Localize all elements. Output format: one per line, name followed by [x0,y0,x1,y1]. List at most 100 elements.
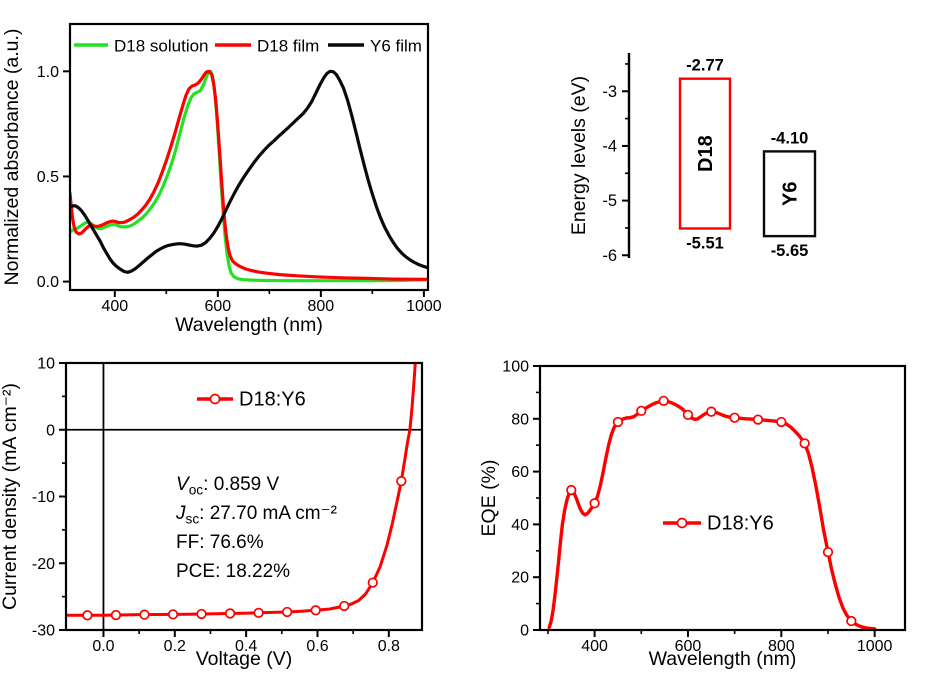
legend-item-d18-film: D18 film [215,37,319,56]
annotation-text: Jsc: 27.70 mA cm⁻² [175,503,337,527]
x-tick-label: 600 [675,638,702,655]
data-point-marker [729,412,740,423]
plot-frame [538,364,907,632]
x-axis-title: Voltage (V) [196,648,292,670]
lumo-value: -2.77 [686,57,724,75]
data-point-marker [339,600,350,612]
legend-item-y6-film: Y6 film [328,37,422,56]
energy-axis-title: Energy levels (eV) [568,76,590,235]
x-tick-label: 400 [581,638,608,655]
x-tick-label: 1000 [406,298,442,315]
series-d18-solution [70,69,428,283]
legend-label: D18:Y6 [239,389,306,411]
y-tick-label: 100 [502,359,529,376]
y-tick-label: -10 [32,489,55,506]
legend-label: D18 solution [114,37,209,56]
y-tick-label: 60 [511,464,529,481]
y-tick-label: 0.0 [37,274,59,291]
y-tick-label: 1.0 [37,64,59,81]
y-axis: 0 20 40 60 80 100 [502,359,540,640]
data-point-marker [636,405,647,417]
data-point-marker [822,546,834,558]
legend-item-d18-y6: D18:Y6 [197,389,306,411]
curve-y6-film [70,69,428,274]
curve-d18-film [70,69,428,281]
plot-frame [68,22,430,292]
data-point-marker [367,577,378,588]
y-tick-label: 20 [511,570,529,587]
data-point-marker [110,609,122,621]
data-point-marker [282,606,293,618]
energy-axis: -3 -4 -5 -6 [602,53,631,265]
x-tick-label: 0.0 [92,638,114,655]
energy-tick-label: -5 [602,192,617,210]
annotation-text: Voc: 0.859 V [176,474,280,498]
data-point-marker [706,406,717,417]
material-name-label: Y6 [780,182,802,206]
x-tick-label: 1000 [857,638,893,655]
data-point-marker [682,409,694,420]
data-point-marker [566,484,577,496]
data-point-marker [196,608,207,620]
y-tick-label: 0 [46,422,55,439]
series-d18-y6 [66,363,417,621]
data-point-marker [167,609,179,620]
x-axis-title: Wavelength (nm) [649,648,797,670]
reference-lines [66,363,422,630]
y-tick-label: 80 [511,411,529,428]
energy-bar-d18: -2.77 -5.51 D18 [678,57,732,252]
y-tick-label: 0.5 [37,169,59,186]
legend-label: D18:Y6 [707,513,774,535]
energy-level-box [678,77,732,230]
x-axis-title: Wavelength (nm) [175,314,323,336]
x-tick-label: 0.4 [235,638,257,655]
legend-label: D18 film [257,37,319,56]
x-axis: 400 600 800 1000 [547,630,893,655]
y-tick-label: 40 [511,517,529,534]
x-axis: 0.0 0.2 0.4 0.6 0.8 [92,630,400,655]
energy-tick-label: -3 [602,83,617,101]
series-y6-film [70,69,428,274]
y-tick-label: -30 [32,623,55,640]
legend-label: Y6 film [370,37,422,56]
x-tick-label: 0.2 [164,638,186,655]
energy-tick-label: -4 [602,137,617,155]
data-point-marker [846,615,857,627]
curve-d18-y6 [547,399,877,630]
x-tick-label: 0.6 [306,638,328,655]
y-axis-title: Normalized absorbance (a.u.) [1,29,23,286]
data-point-marker [776,416,787,428]
data-point-marker [224,608,236,619]
series-d18-y6 [547,395,877,630]
data-point-marker [310,605,321,616]
data-point-marker [139,609,150,620]
data-point-marker [658,395,669,406]
data-point-marker [799,438,810,449]
curve-d18-solution [70,69,428,283]
annotation-text: FF: 76.6% [176,532,264,553]
lumo-value: -4.10 [771,129,809,147]
x-tick-label: 800 [768,638,795,655]
series-d18-film [70,69,428,281]
homo-value: -5.51 [686,234,724,252]
x-axis: 400 600 800 1000 [101,290,442,315]
x-tick-label: 400 [101,298,128,315]
data-point-marker [396,475,407,487]
jv-curve-chart: 0.0 0.2 0.4 0.6 0.8 10 0 -10 -20 -30 Voltage (V) Cu… [0,356,424,670]
energy-bar-y6: -4.10 -5.65 Y6 [762,129,817,260]
homo-value: -5.65 [771,242,809,260]
data-point-marker [589,498,600,509]
x-tick-label: 800 [308,298,335,315]
y-axis-title: Current density (mA cm⁻²) [0,383,21,610]
energy-level-box [762,150,817,238]
material-name-label: D18 [695,135,717,172]
data-point-marker [253,607,264,618]
y-tick-label: -20 [32,556,55,573]
energy-tick-label: -6 [602,247,617,265]
legend-item-d18-solution: D18 solution [74,37,209,56]
eqe-spectrum-chart: 400 600 800 1000 0 20 40 60 80 100 Wavelength (nm)… [478,359,907,670]
data-point-marker [82,610,93,621]
y-axis-title: EQE (%) [478,460,500,537]
